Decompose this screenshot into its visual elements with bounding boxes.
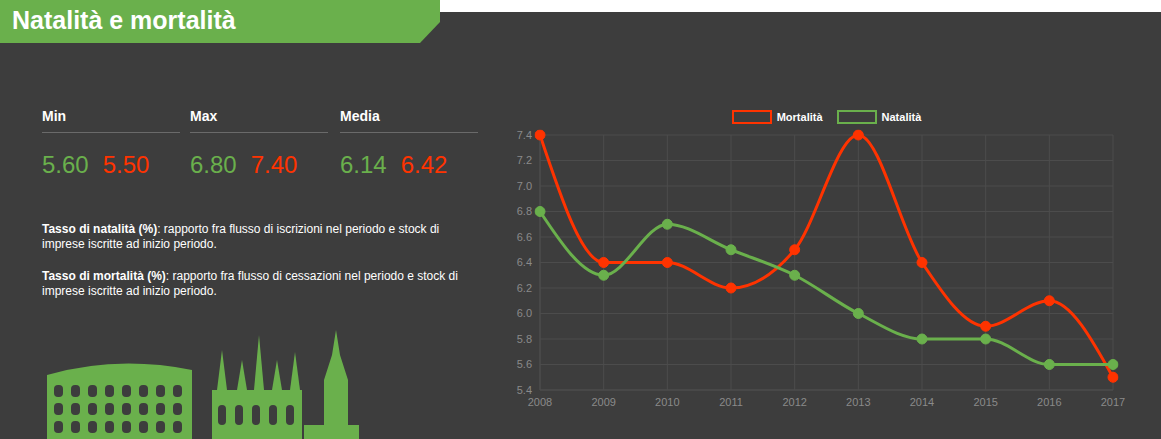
svg-text:6.4: 6.4	[517, 256, 532, 268]
svg-text:5.4: 5.4	[517, 384, 532, 396]
svg-text:6.2: 6.2	[517, 282, 532, 294]
svg-text:7.0: 7.0	[517, 180, 532, 192]
svg-text:7.2: 7.2	[517, 154, 532, 166]
html-text:6.14: 6.14	[340, 151, 387, 178]
svg-text:2008: 2008	[528, 396, 552, 408]
html-text:6.42: 6.42	[400, 151, 448, 178]
svg-text:6.8: 6.8	[517, 205, 532, 217]
svg-text:2016: 2016	[1037, 396, 1061, 408]
html-text:7.40: 7.40	[250, 151, 298, 178]
html-text:Min: Min	[42, 108, 67, 124]
html-text:6.80: 6.80	[190, 151, 237, 178]
html-text:5.60: 5.60	[42, 151, 89, 178]
svg-text:2011: 2011	[719, 396, 743, 408]
svg-text:2010: 2010	[655, 396, 679, 408]
svg-text:2014: 2014	[910, 396, 934, 408]
html-text:Mortalità: Mortalità	[776, 111, 823, 123]
html-text:Tasso di mortalità (%): rappor: Tasso di mortalità (%): rapporto fra flu…	[42, 269, 458, 298]
html-text:Tasso di natalità (%): rapport: Tasso di natalità (%): rapporto fra flus…	[42, 222, 440, 251]
html-text:Natalità e mortalità: Natalità e mortalità	[12, 6, 236, 34]
html-text:Media: Media	[340, 108, 380, 124]
html-text:Natalità: Natalità	[881, 111, 922, 123]
svg-text:5.6: 5.6	[517, 358, 532, 370]
html-text:5.50: 5.50	[102, 151, 150, 178]
svg-text:2017: 2017	[1101, 396, 1125, 408]
svg-text:6.6: 6.6	[517, 231, 532, 243]
svg-text:6.0: 6.0	[517, 307, 532, 319]
svg-text:2009: 2009	[591, 396, 615, 408]
svg-text:2015: 2015	[973, 396, 997, 408]
svg-text:7.4: 7.4	[517, 129, 532, 141]
svg-text:2012: 2012	[782, 396, 806, 408]
svg-text:2013: 2013	[846, 396, 870, 408]
html-text:Max: Max	[190, 108, 218, 124]
svg-text:5.8: 5.8	[517, 333, 532, 345]
